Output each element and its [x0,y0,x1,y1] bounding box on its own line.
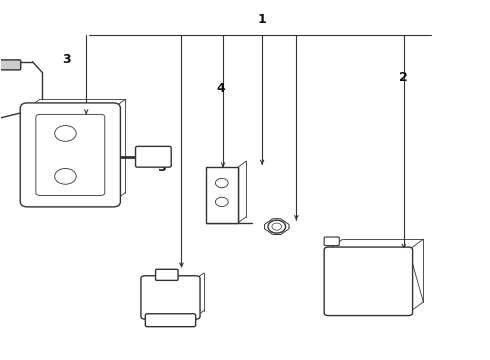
Text: 1: 1 [258,13,267,26]
FancyBboxPatch shape [141,276,200,319]
FancyBboxPatch shape [324,237,339,246]
Text: 5: 5 [158,161,166,174]
FancyBboxPatch shape [136,147,171,167]
Text: 3: 3 [62,53,71,66]
Text: 2: 2 [399,71,408,84]
Polygon shape [265,219,289,234]
Text: 4: 4 [216,82,225,95]
FancyBboxPatch shape [146,314,196,327]
FancyBboxPatch shape [20,103,121,207]
FancyBboxPatch shape [0,60,21,70]
FancyBboxPatch shape [324,247,413,316]
FancyBboxPatch shape [36,114,105,195]
FancyBboxPatch shape [206,167,238,223]
FancyBboxPatch shape [156,269,178,280]
